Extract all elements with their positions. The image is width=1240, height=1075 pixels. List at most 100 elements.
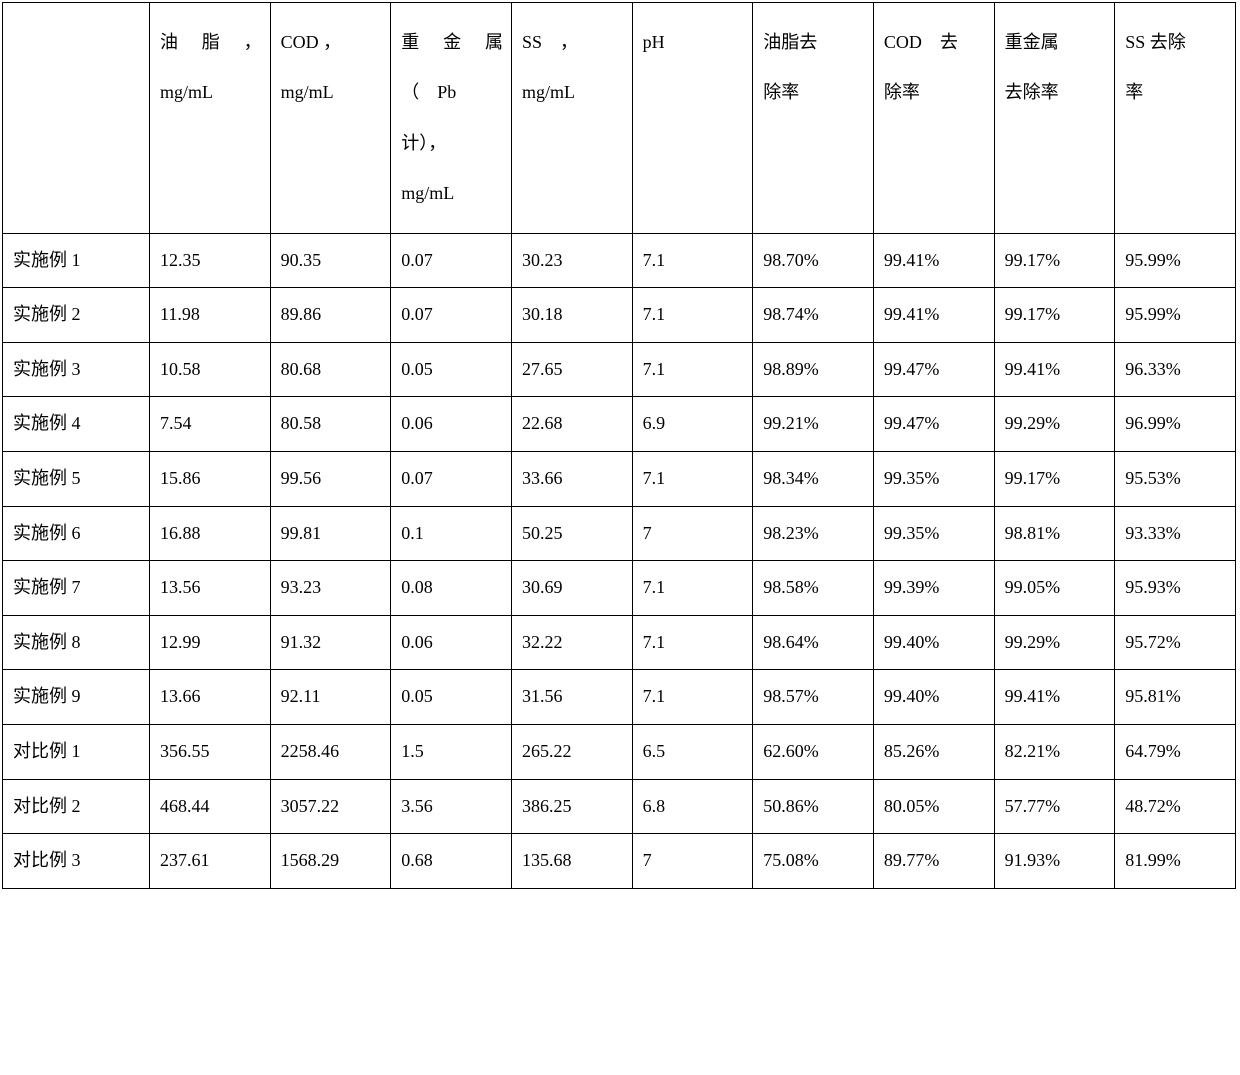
- table-cell: 237.61: [149, 834, 270, 889]
- cell-text: 99.17%: [995, 288, 1115, 342]
- table-cell: 62.60%: [753, 724, 874, 779]
- cell-text: 0.05: [391, 670, 511, 724]
- cell-text: 99.41%: [874, 234, 994, 288]
- table-cell: 93.33%: [1115, 506, 1236, 561]
- cell-text: 99.81: [271, 507, 391, 561]
- table-cell: 实施例 6: [3, 506, 150, 561]
- column-header: COD 去除率: [873, 3, 994, 234]
- table-cell: 99.40%: [873, 670, 994, 725]
- table-cell: 99.41%: [873, 233, 994, 288]
- cell-text: 99.35%: [874, 507, 994, 561]
- table-cell: 356.55: [149, 724, 270, 779]
- table-cell: 7.1: [632, 451, 753, 506]
- table-row: 实施例 47.5480.580.0622.686.999.21%99.47%99…: [3, 397, 1236, 452]
- cell-text: 98.57%: [753, 670, 873, 724]
- table-cell: 0.68: [391, 834, 512, 889]
- table-cell: 6.5: [632, 724, 753, 779]
- cell-text: 99.05%: [995, 561, 1115, 615]
- cell-text: 99.56: [271, 452, 391, 506]
- table-cell: 13.66: [149, 670, 270, 725]
- table-row: 实施例 211.9889.860.0730.187.198.74%99.41%9…: [3, 288, 1236, 343]
- cell-text: 实施例 8: [3, 616, 149, 670]
- table-cell: 98.81%: [994, 506, 1115, 561]
- table-cell: 实施例 3: [3, 342, 150, 397]
- cell-text: 48.72%: [1115, 780, 1235, 834]
- column-header-text: SS ，mg/mL: [512, 3, 632, 132]
- cell-text: 93.33%: [1115, 507, 1235, 561]
- cell-text: 99.40%: [874, 670, 994, 724]
- table-cell: 99.29%: [994, 397, 1115, 452]
- cell-text: 1.5: [391, 725, 511, 779]
- cell-text: 99.47%: [874, 397, 994, 451]
- table-cell: 95.93%: [1115, 561, 1236, 616]
- cell-text: 27.65: [512, 343, 632, 397]
- cell-text: 31.56: [512, 670, 632, 724]
- cell-text: 50.25: [512, 507, 632, 561]
- table-cell: 386.25: [511, 779, 632, 834]
- table-cell: 30.69: [511, 561, 632, 616]
- table-cell: 99.56: [270, 451, 391, 506]
- table-cell: 48.72%: [1115, 779, 1236, 834]
- cell-text: 75.08%: [753, 834, 873, 888]
- column-header: 油脂，mg/mL: [149, 3, 270, 234]
- cell-text: 7.1: [633, 561, 753, 615]
- cell-text: 6.8: [633, 780, 753, 834]
- table-cell: 99.35%: [873, 451, 994, 506]
- cell-text: 89.86: [271, 288, 391, 342]
- table-cell: 99.29%: [994, 615, 1115, 670]
- cell-text: 2258.46: [271, 725, 391, 779]
- table-cell: 96.33%: [1115, 342, 1236, 397]
- cell-text: 99.41%: [995, 343, 1115, 397]
- cell-text: 91.32: [271, 616, 391, 670]
- table-cell: 3057.22: [270, 779, 391, 834]
- cell-text: 90.35: [271, 234, 391, 288]
- table-cell: 80.05%: [873, 779, 994, 834]
- cell-text: 0.1: [391, 507, 511, 561]
- table-cell: 7.1: [632, 615, 753, 670]
- table-cell: 57.77%: [994, 779, 1115, 834]
- table-cell: 0.07: [391, 233, 512, 288]
- column-header-text: 重金属（ Pb计），mg/mL: [391, 3, 511, 233]
- table-cell: 50.25: [511, 506, 632, 561]
- table-cell: 91.32: [270, 615, 391, 670]
- cell-text: 93.23: [271, 561, 391, 615]
- table-cell: 95.81%: [1115, 670, 1236, 725]
- column-header-text: COD 去除率: [874, 3, 994, 132]
- cell-text: 实施例 2: [3, 288, 149, 342]
- cell-text: 7.54: [150, 397, 270, 451]
- cell-text: 95.99%: [1115, 288, 1235, 342]
- cell-text: 99.40%: [874, 616, 994, 670]
- cell-text: 32.22: [512, 616, 632, 670]
- cell-text: 0.06: [391, 616, 511, 670]
- cell-text: 0.08: [391, 561, 511, 615]
- cell-text: 95.93%: [1115, 561, 1235, 615]
- column-header-text: 油脂去除率: [753, 3, 873, 132]
- cell-text: 98.58%: [753, 561, 873, 615]
- table-cell: 95.99%: [1115, 288, 1236, 343]
- table-cell: 98.89%: [753, 342, 874, 397]
- column-header-text: SS 去除率: [1115, 3, 1235, 132]
- table-cell: 7.1: [632, 233, 753, 288]
- cell-text: 80.68: [271, 343, 391, 397]
- table-cell: 27.65: [511, 342, 632, 397]
- table-cell: 135.68: [511, 834, 632, 889]
- table-cell: 0.06: [391, 615, 512, 670]
- cell-text: 7.1: [633, 234, 753, 288]
- cell-text: 0.07: [391, 288, 511, 342]
- cell-text: 64.79%: [1115, 725, 1235, 779]
- table-cell: 98.34%: [753, 451, 874, 506]
- cell-text: 12.35: [150, 234, 270, 288]
- table-cell: 7.1: [632, 670, 753, 725]
- cell-text: 0.68: [391, 834, 511, 888]
- table-cell: 98.64%: [753, 615, 874, 670]
- cell-text: 96.99%: [1115, 397, 1235, 451]
- table-cell: 99.40%: [873, 615, 994, 670]
- table-cell: 1.5: [391, 724, 512, 779]
- table-cell: 7.54: [149, 397, 270, 452]
- cell-text: 7: [633, 507, 753, 561]
- cell-text: 7: [633, 834, 753, 888]
- table-cell: 99.21%: [753, 397, 874, 452]
- cell-text: 95.81%: [1115, 670, 1235, 724]
- column-header: 重金属（ Pb计），mg/mL: [391, 3, 512, 234]
- table-cell: 95.53%: [1115, 451, 1236, 506]
